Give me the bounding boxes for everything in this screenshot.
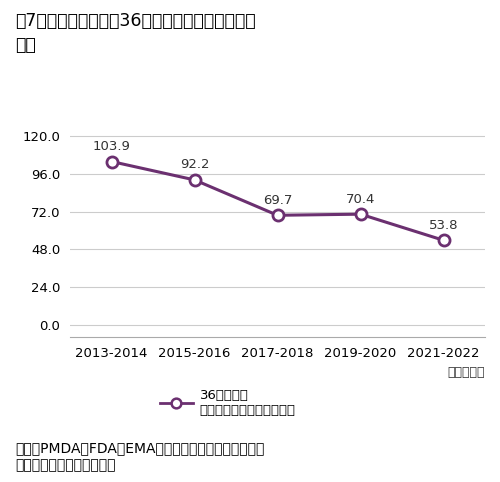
Text: 69.7: 69.7: [263, 194, 292, 207]
Text: 103.9: 103.9: [92, 140, 130, 153]
Text: 業政策研究所にて作成: 業政策研究所にて作成: [15, 458, 116, 472]
Text: 53.8: 53.8: [429, 219, 458, 232]
Text: 図7　ドラッグ・ラグ36ヵ月以上の品目の中央値: 図7 ドラッグ・ラグ36ヵ月以上の品目の中央値: [15, 12, 256, 30]
Text: 推移: 推移: [15, 36, 36, 54]
Legend: 36ヵ月以上
ドラッグ・ラグ（中央値）: 36ヵ月以上 ドラッグ・ラグ（中央値）: [154, 383, 301, 422]
Text: 出所：PMDA、FDA、EMAの各公開情報をもとに医薬産: 出所：PMDA、FDA、EMAの各公開情報をもとに医薬産: [15, 442, 264, 455]
Text: 日本承認年: 日本承認年: [448, 365, 485, 378]
Text: 92.2: 92.2: [180, 158, 209, 171]
Text: 70.4: 70.4: [346, 192, 375, 205]
